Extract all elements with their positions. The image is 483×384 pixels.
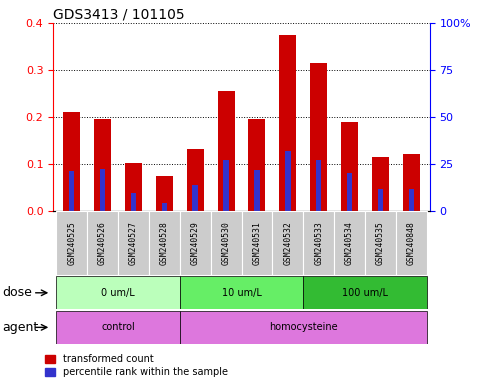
Bar <box>94 119 111 211</box>
Bar <box>211 211 242 275</box>
Bar <box>285 151 291 211</box>
Bar <box>272 211 303 275</box>
Bar <box>303 211 334 275</box>
Bar <box>248 119 266 211</box>
Bar <box>125 163 142 211</box>
Text: homocysteine: homocysteine <box>269 322 338 333</box>
Bar <box>56 276 180 309</box>
Bar <box>316 161 322 211</box>
Bar <box>365 211 396 275</box>
Text: 100 um/L: 100 um/L <box>342 288 388 298</box>
Bar <box>118 211 149 275</box>
Bar <box>180 276 303 309</box>
Text: GSM240527: GSM240527 <box>129 221 138 265</box>
Text: GSM240533: GSM240533 <box>314 221 323 265</box>
Text: control: control <box>101 322 135 333</box>
Text: GSM240531: GSM240531 <box>253 221 261 265</box>
Bar <box>372 157 389 211</box>
Bar <box>378 189 383 211</box>
Bar <box>223 161 229 211</box>
Bar <box>100 169 105 211</box>
Bar <box>180 311 427 344</box>
Bar <box>87 211 118 275</box>
Bar <box>310 63 327 211</box>
Bar <box>156 176 173 211</box>
Text: GSM240528: GSM240528 <box>160 221 169 265</box>
Bar <box>161 203 167 211</box>
Bar <box>69 171 74 211</box>
Bar <box>56 311 180 344</box>
Text: GSM240532: GSM240532 <box>284 221 292 265</box>
Text: GSM240525: GSM240525 <box>67 221 76 265</box>
Bar <box>187 149 204 211</box>
Bar <box>149 211 180 275</box>
Text: 10 um/L: 10 um/L <box>222 288 261 298</box>
Text: GSM240848: GSM240848 <box>407 221 416 265</box>
Text: GSM240534: GSM240534 <box>345 221 354 265</box>
Bar <box>303 276 427 309</box>
Text: GDS3413 / 101105: GDS3413 / 101105 <box>53 8 185 22</box>
Text: 0 um/L: 0 um/L <box>101 288 135 298</box>
Bar <box>254 170 260 211</box>
Bar <box>279 35 296 211</box>
Bar <box>56 211 87 275</box>
Bar <box>396 211 427 275</box>
Bar <box>63 113 80 211</box>
Bar <box>130 193 136 211</box>
Bar <box>334 211 365 275</box>
Text: GSM240530: GSM240530 <box>222 221 230 265</box>
Text: dose: dose <box>2 286 32 300</box>
Bar <box>409 189 414 211</box>
Bar <box>347 173 353 211</box>
Bar <box>341 122 358 211</box>
Text: GSM240529: GSM240529 <box>191 221 199 265</box>
Bar <box>180 211 211 275</box>
Text: GSM240526: GSM240526 <box>98 221 107 265</box>
Bar <box>192 185 198 211</box>
Bar <box>242 211 272 275</box>
Text: GSM240535: GSM240535 <box>376 221 385 265</box>
Bar <box>403 154 420 211</box>
Text: agent: agent <box>2 321 39 334</box>
Bar <box>217 91 235 211</box>
Legend: transformed count, percentile rank within the sample: transformed count, percentile rank withi… <box>43 353 230 379</box>
